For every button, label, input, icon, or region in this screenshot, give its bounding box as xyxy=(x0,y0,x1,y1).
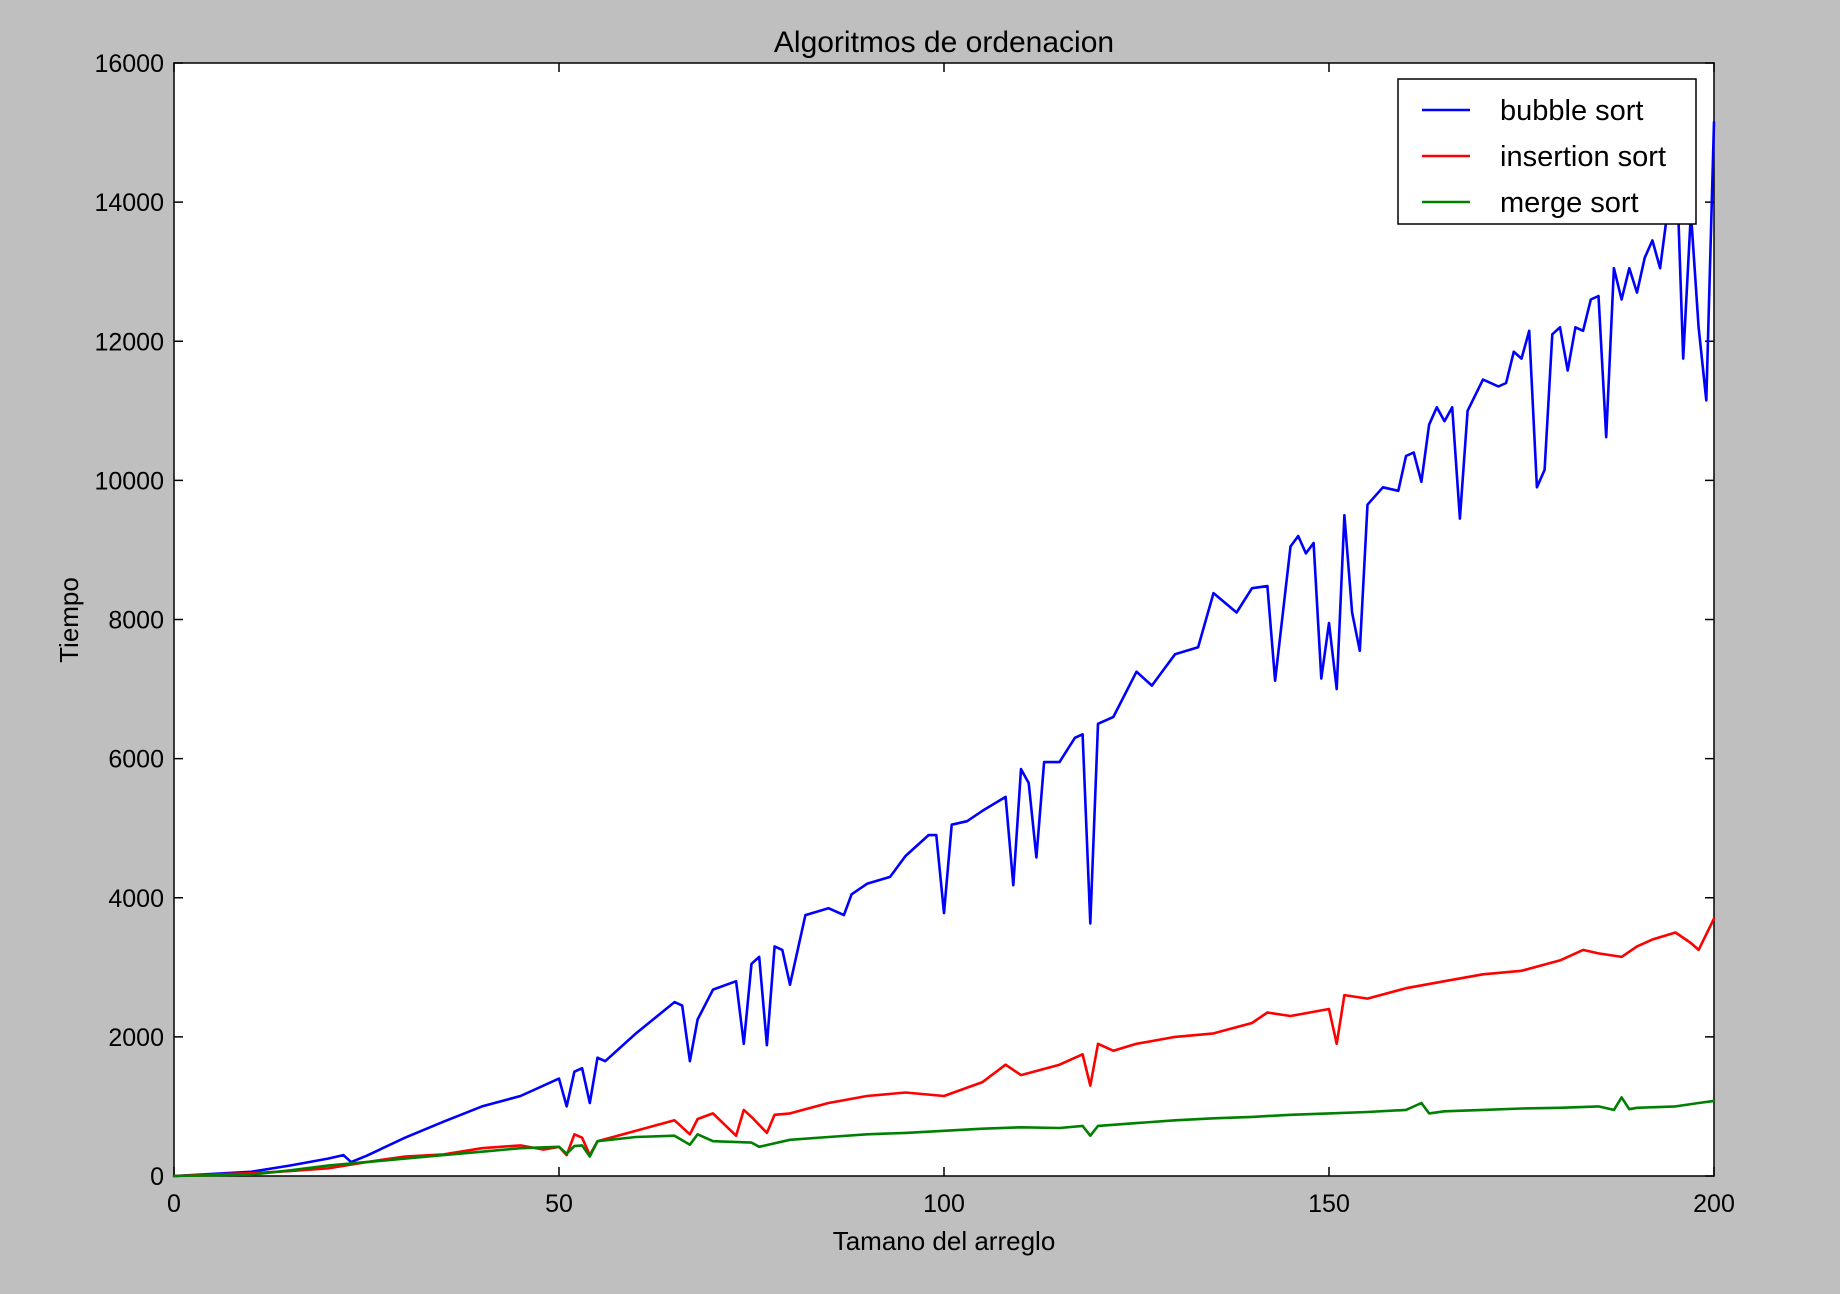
x-tick-label: 0 xyxy=(167,1190,181,1218)
x-tick-label: 100 xyxy=(923,1190,965,1218)
y-tick-label: 10000 xyxy=(94,467,164,495)
x-axis-label: Tamano del arreglo xyxy=(833,1226,1056,1256)
y-tick-label: 16000 xyxy=(94,50,164,78)
legend-label-merge: merge sort xyxy=(1500,187,1639,219)
y-tick-label: 12000 xyxy=(94,328,164,356)
legend-box xyxy=(1397,78,1697,225)
x-tick-label: 200 xyxy=(1693,1190,1735,1218)
series-line-merge-sort xyxy=(172,1096,1716,1178)
x-tick-label: 50 xyxy=(545,1190,573,1218)
legend-label-bubble: bubble sort xyxy=(1500,95,1644,127)
y-tick-label: 0 xyxy=(150,1163,164,1191)
legend-label-insertion: insertion sort xyxy=(1500,141,1666,173)
y-tick-label: 14000 xyxy=(94,189,164,217)
y-axis-label: Tiempo xyxy=(54,577,84,663)
axes: 0 50 100 150 2000200040006000800010000120001… xyxy=(94,50,1734,1218)
plot-area xyxy=(173,62,1715,1177)
legend: bubble sort insertion sort merge sort xyxy=(1397,78,1697,225)
x-tick-label: 150 xyxy=(1308,1190,1350,1218)
y-tick-label: 8000 xyxy=(108,607,164,635)
chart-title: Algoritmos de ordenacion xyxy=(774,26,1114,59)
y-tick-label: 4000 xyxy=(108,885,164,913)
y-tick-label: 6000 xyxy=(108,746,164,774)
series-line-bubble-sort xyxy=(172,120,1716,1178)
series-lines xyxy=(172,120,1716,1178)
y-tick-label: 2000 xyxy=(108,1024,164,1052)
